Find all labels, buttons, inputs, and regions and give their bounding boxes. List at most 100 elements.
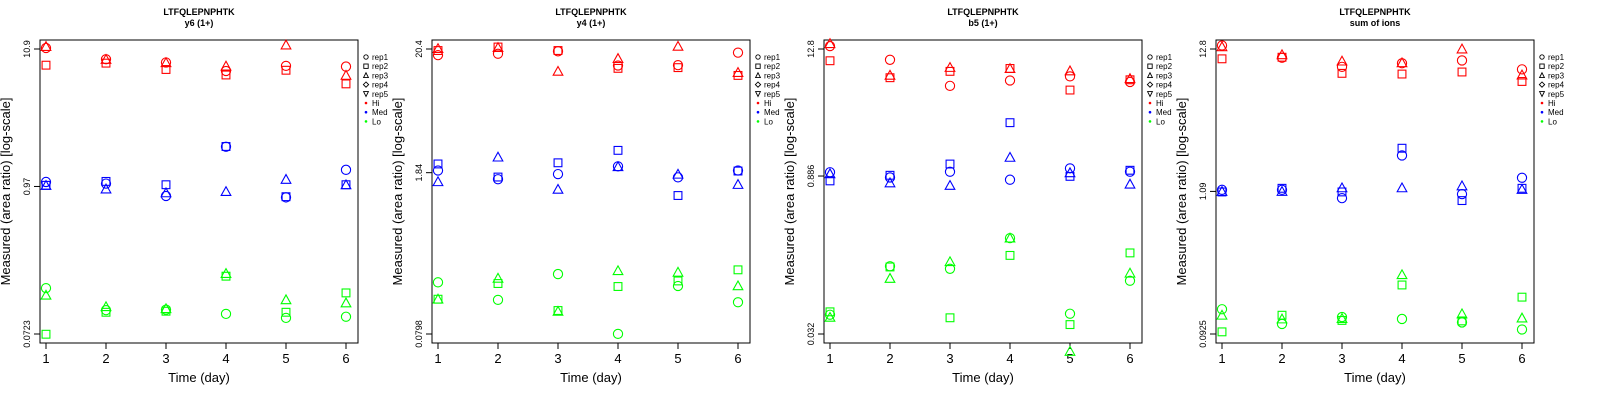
y-tick-label: 1.09 [1198, 183, 1208, 201]
data-point-hi-rep2 [1065, 85, 1075, 95]
legend-marker-rep3 [1538, 71, 1546, 79]
chart-title: LTFQLEPNPHTK [163, 7, 235, 17]
data-point-lo-rep3 [220, 267, 232, 278]
chart-subtitle: b5 (1+) [968, 18, 997, 28]
data-point-hi-rep3 [552, 65, 564, 76]
legend-marker-rep4 [1538, 81, 1546, 88]
data-point-lo-rep1 [1336, 311, 1348, 323]
legend-marker-med [1540, 110, 1544, 114]
data-point-med-rep3 [1396, 181, 1408, 193]
data-point-med-rep3 [492, 151, 504, 162]
legend-marker-hi [1540, 101, 1544, 105]
x-tick-label: 4 [1398, 351, 1405, 366]
plot-frame [823, 39, 1143, 344]
data-point-lo-rep3 [492, 272, 504, 283]
legend-label: rep3 [1548, 71, 1565, 80]
data-point-med-rep2 [885, 170, 895, 180]
x-tick-label: 6 [734, 351, 741, 366]
legend-marker-rep1 [1147, 54, 1153, 60]
plot-frame [39, 39, 359, 344]
y-tick-label: 12.8 [1198, 40, 1208, 58]
legend-label: Hi [372, 99, 380, 108]
data-point-hi-rep1 [280, 60, 292, 72]
data-point-med-rep2 [825, 176, 835, 186]
y-tick-label: 20.4 [414, 40, 424, 58]
x-tick-label: 3 [1338, 351, 1345, 366]
data-point-lo-rep2 [1517, 292, 1527, 302]
legend-marker-lo [1148, 120, 1152, 123]
legend-label: rep3 [764, 71, 781, 80]
data-point-lo-rep2 [1397, 280, 1407, 290]
data-point-hi-rep3 [1456, 43, 1468, 54]
data-point-hi-rep1 [672, 60, 684, 71]
x-tick-label: 1 [42, 351, 49, 366]
data-point-hi-rep1 [732, 47, 744, 58]
data-point-lo-rep2 [1457, 316, 1467, 326]
data-point-hi-rep3 [672, 40, 684, 51]
y-tick-label: 0.0798 [414, 320, 424, 348]
x-axis-label: Time (day) [168, 370, 230, 385]
data-point-lo-rep3 [1004, 232, 1016, 243]
data-point-hi-rep2 [161, 65, 171, 74]
data-point-hi-rep1 [1516, 64, 1528, 75]
x-tick-label: 4 [614, 351, 621, 366]
data-point-lo-rep3 [100, 300, 112, 312]
y-tick-label: 0.886 [806, 165, 816, 188]
legend-label: rep3 [372, 71, 389, 80]
y-tick-label: 1.84 [414, 164, 424, 182]
data-point-hi-rep3 [1396, 56, 1408, 68]
data-point-med-rep2 [1397, 143, 1407, 153]
legend-label: rep2 [1548, 62, 1565, 71]
data-point-med-rep2 [221, 142, 231, 151]
x-axis-label: Time (day) [952, 370, 1014, 385]
data-point-lo-rep1 [1064, 308, 1076, 319]
data-point-med-rep2 [945, 159, 955, 169]
x-tick-label: 6 [1126, 351, 1133, 366]
data-point-lo-rep3 [944, 255, 956, 267]
x-tick-label: 5 [1458, 351, 1465, 366]
data-point-lo-rep3 [340, 296, 352, 308]
data-point-hi-rep3 [100, 53, 112, 64]
data-point-lo-rep2 [341, 288, 351, 298]
y-tick-label: 10.9 [22, 40, 32, 58]
data-point-lo-rep2 [1005, 250, 1015, 260]
legend-label: rep2 [1156, 62, 1173, 71]
x-tick-label: 5 [282, 351, 289, 366]
legend-marker-rep5 [1538, 91, 1546, 98]
data-point-lo-rep1 [1516, 324, 1528, 335]
data-point-lo-rep3 [1336, 312, 1348, 323]
x-tick-label: 4 [1006, 351, 1013, 366]
legend-label: rep4 [764, 81, 781, 90]
data-point-med-rep3 [732, 178, 744, 189]
data-point-hi-rep3 [160, 56, 172, 68]
data-point-med-rep1 [1396, 150, 1408, 161]
data-point-hi-rep2 [1397, 69, 1407, 79]
data-point-hi-rep3 [1216, 40, 1228, 52]
data-point-hi-rep3 [340, 69, 352, 80]
chart-title: LTFQLEPNPHTK [555, 7, 627, 17]
legend-marker-rep2 [755, 63, 761, 69]
legend-label: rep1 [764, 53, 781, 62]
legend-marker-hi [756, 101, 760, 105]
data-point-lo-rep1 [672, 280, 684, 292]
data-point-hi-rep3 [40, 40, 52, 51]
legend-marker-rep4 [1146, 81, 1154, 88]
data-point-lo-rep3 [884, 272, 896, 283]
data-point-hi-rep2 [221, 70, 231, 80]
y-tick-label: 0.0925 [1198, 320, 1208, 348]
legend-label: rep1 [1548, 53, 1565, 62]
x-tick-label: 1 [826, 351, 833, 366]
data-point-med-rep1 [552, 168, 564, 180]
legend-marker-rep5 [1146, 91, 1154, 98]
data-point-med-rep1 [612, 161, 624, 172]
data-point-lo-rep2 [493, 279, 503, 288]
data-point-lo-rep1 [552, 268, 564, 280]
x-tick-label: 3 [554, 351, 561, 366]
data-point-hi-rep1 [612, 60, 624, 71]
data-point-med-rep2 [1277, 183, 1287, 193]
data-point-med-rep1 [100, 178, 112, 189]
data-point-med-rep3 [1004, 151, 1016, 162]
data-point-lo-rep3 [1516, 312, 1528, 323]
data-point-hi-rep3 [1124, 72, 1136, 84]
